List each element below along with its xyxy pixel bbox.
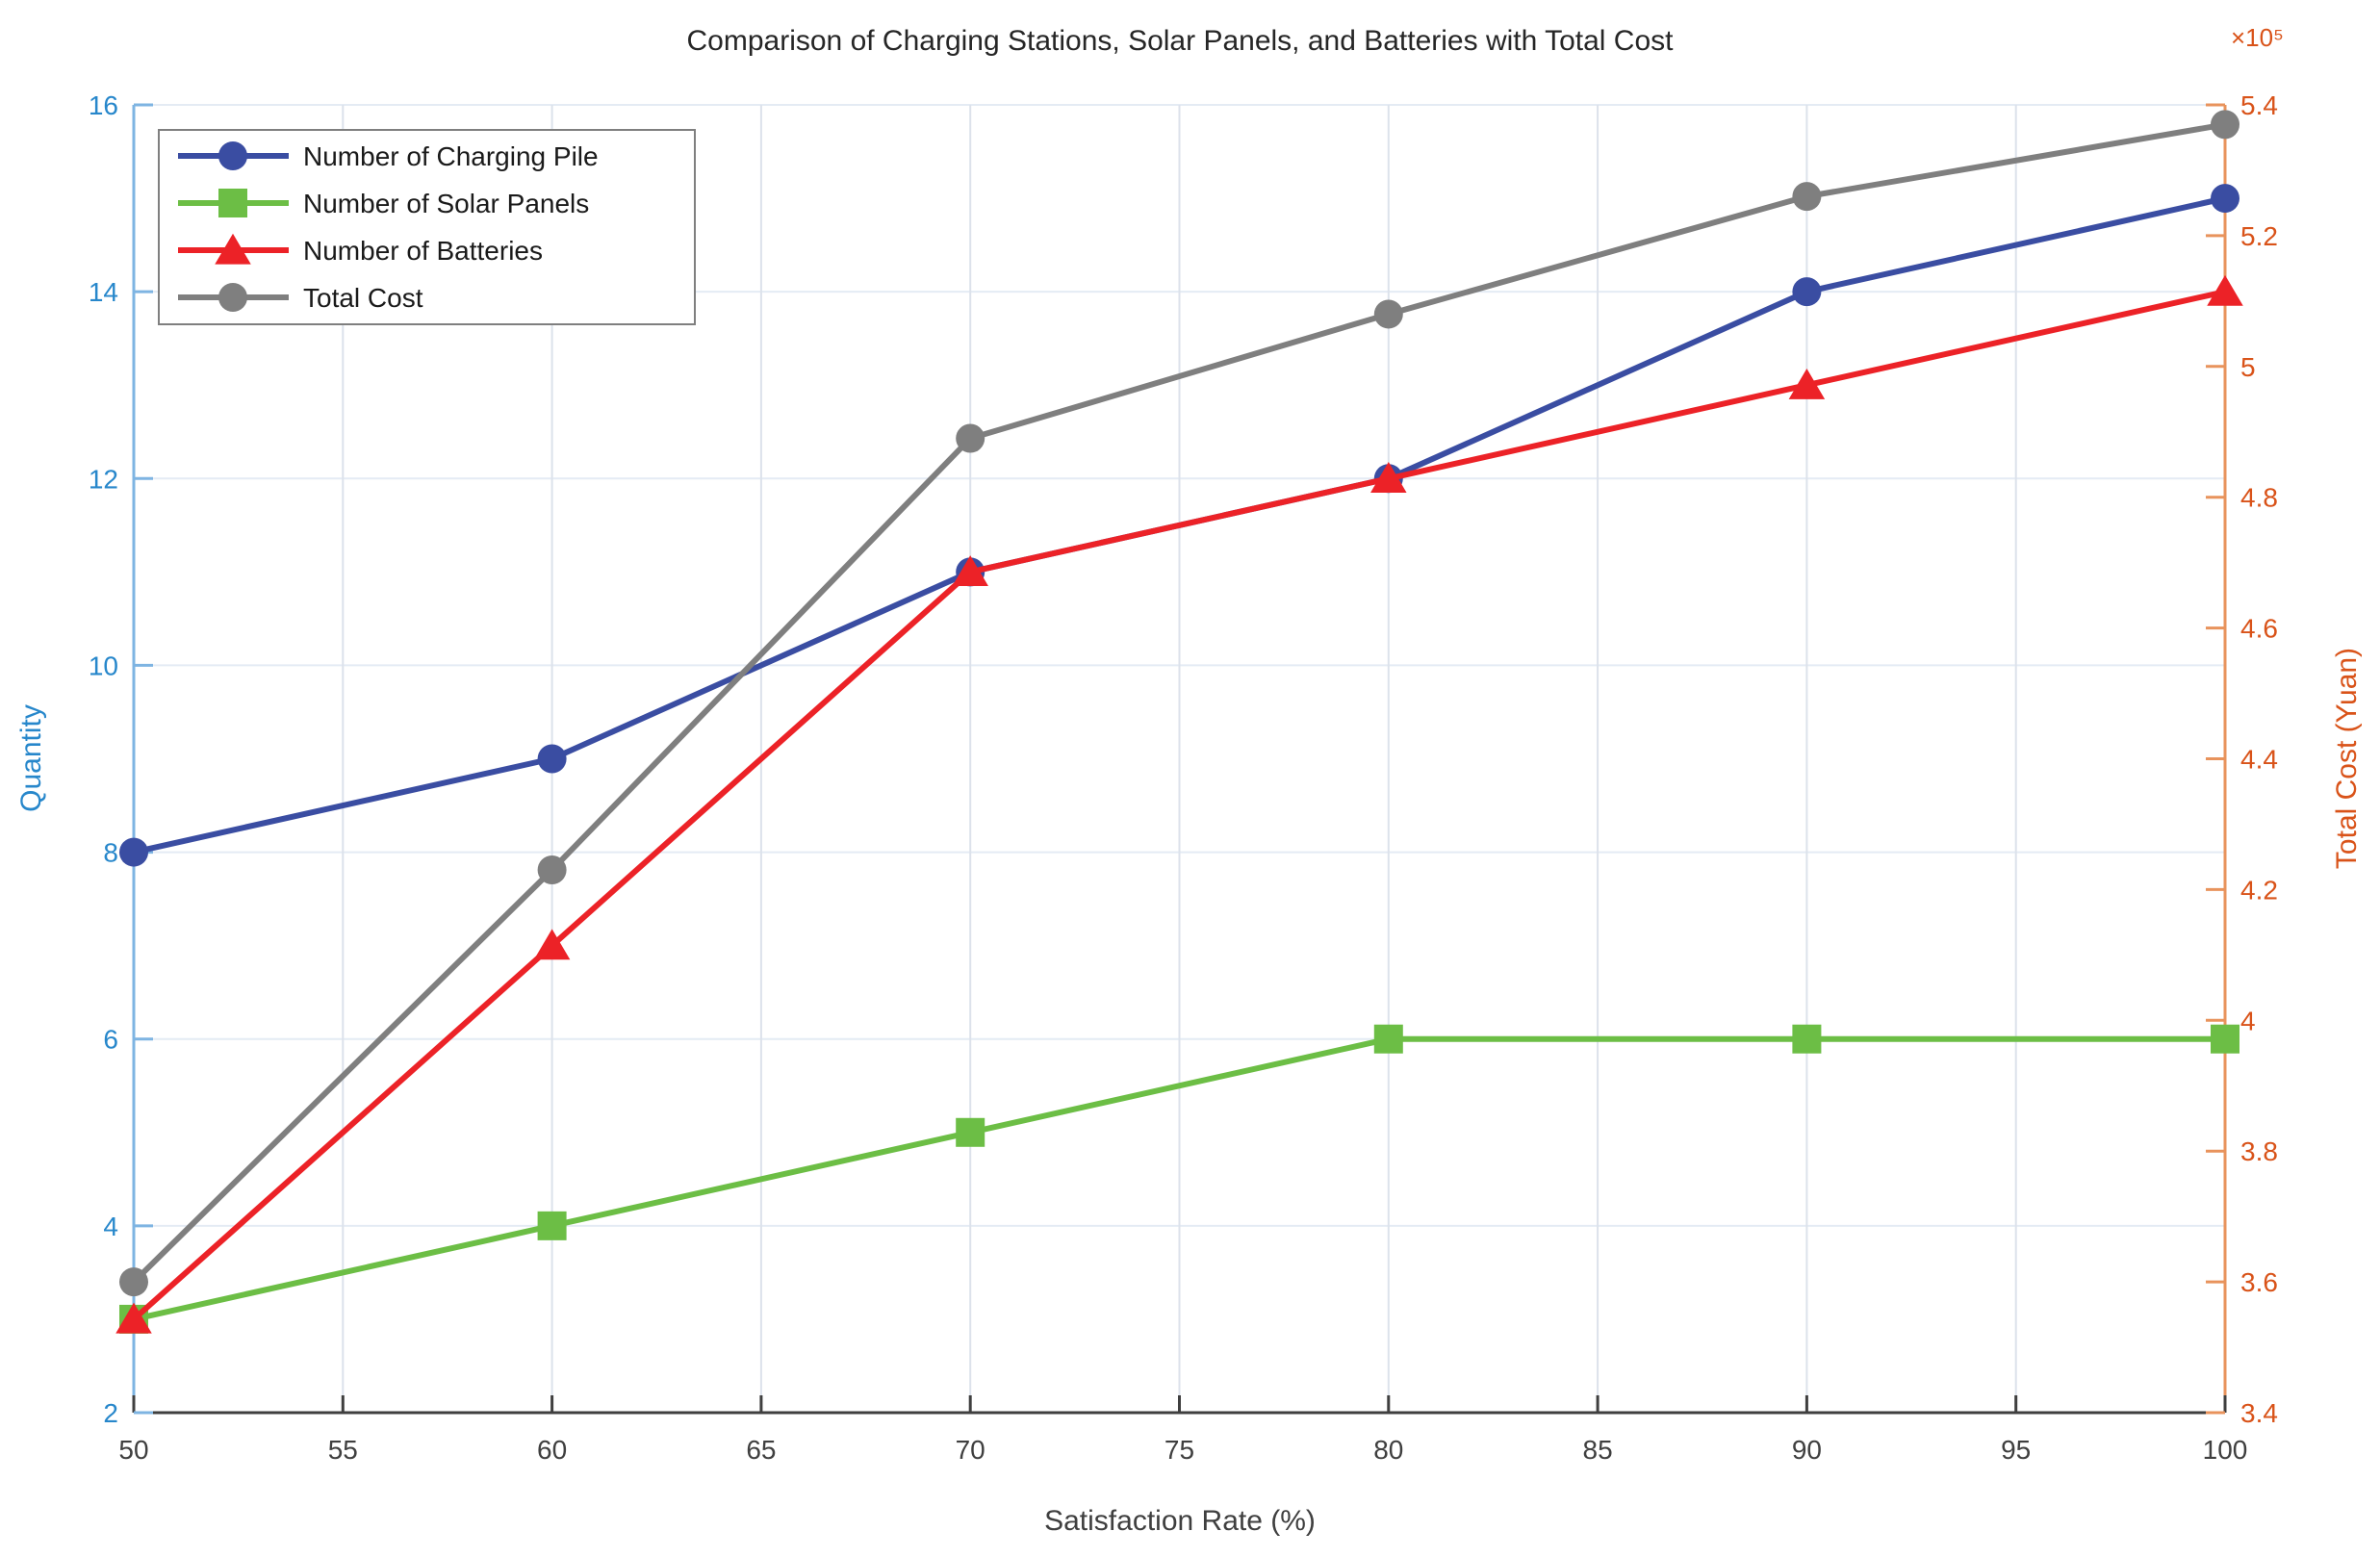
series-line	[131, 1035, 2228, 1322]
legend-item-label: Number of Batteries	[303, 236, 543, 266]
data-point-marker	[2207, 274, 2243, 306]
data-point-marker	[218, 283, 247, 312]
data-point-marker	[1792, 277, 1822, 307]
data-point-marker	[1792, 182, 1822, 212]
data-point-marker	[1370, 462, 1407, 493]
y-right-tick-label: 4.2	[2240, 875, 2278, 905]
legend-item: Total Cost	[178, 283, 423, 313]
legend-box	[158, 129, 696, 325]
series-line	[131, 289, 2228, 1322]
legend-item-label: Number of Charging Pile	[303, 141, 599, 171]
data-point-marker	[1373, 299, 1403, 329]
data-point-marker	[218, 141, 247, 170]
data-point-marker	[115, 1302, 152, 1334]
y-left-axis-label: Quantity	[15, 704, 47, 812]
y-left-tick-label: 6	[103, 1025, 118, 1055]
x-tick-label: 75	[1164, 1435, 1194, 1465]
series-line	[131, 121, 2228, 1286]
data-point-marker	[119, 1267, 148, 1297]
data-point-marker	[952, 555, 988, 587]
series-total-cost	[119, 110, 2239, 1297]
y-right-tick-label: 4.8	[2240, 483, 2278, 513]
y-left-tick-label: 2	[103, 1398, 118, 1428]
y-right-axis-label: Total Cost (Yuan)	[2331, 648, 2363, 869]
y-right-tick-label: 3.8	[2240, 1136, 2278, 1166]
legend-item: Number of Solar Panels	[178, 189, 589, 218]
series-layer	[115, 110, 2243, 1334]
data-point-marker	[1373, 1024, 1403, 1054]
y-left-tick-label: 4	[103, 1212, 118, 1241]
data-point-marker	[1788, 368, 1826, 399]
x-axis-label: Satisfaction Rate (%)	[1044, 1505, 1316, 1537]
y-left-tick-label: 8	[103, 838, 118, 868]
data-point-marker	[2211, 110, 2239, 140]
y-right-tick-label: 5	[2240, 352, 2256, 382]
series-number-of-batteries	[115, 274, 2243, 1334]
data-point-marker	[2211, 184, 2239, 214]
chart-title: Comparison of Charging Stations, Solar P…	[687, 25, 1675, 57]
y-right-tick-label: 4	[2240, 1006, 2256, 1035]
data-point-marker	[218, 189, 247, 217]
y-right-tick-label: 4.4	[2240, 745, 2278, 775]
y-right-tick-label: 3.6	[2240, 1267, 2278, 1297]
x-tick-label: 90	[1792, 1435, 1822, 1465]
y-left-tick-label: 16	[89, 90, 118, 120]
x-tick-label: 85	[1583, 1435, 1613, 1465]
y-right-tick-label: 3.4	[2240, 1398, 2278, 1428]
data-point-marker	[537, 1211, 567, 1240]
x-tick-label: 60	[537, 1435, 567, 1465]
x-tick-label: 95	[2001, 1435, 2031, 1465]
y-right-tick-label: 5.2	[2240, 221, 2278, 251]
data-point-marker	[956, 423, 985, 453]
x-tick-label: 55	[328, 1435, 358, 1465]
y-right-exponent-note: ×10⁵	[2231, 23, 2284, 52]
legend-item: Number of Charging Pile	[178, 141, 599, 171]
data-point-marker	[1792, 1024, 1822, 1054]
data-point-marker	[119, 837, 148, 867]
y-left-tick-label: 14	[89, 277, 118, 307]
axis-layer: 50 55 60 65 70 75 80 85 90 95 100 2 4 6 8 10 12 14 16 3.4 3.…	[89, 90, 2278, 1465]
y-left-tick-label: 10	[89, 651, 118, 680]
x-tick-label: 100	[2203, 1435, 2248, 1465]
legend-item-label: Number of Solar Panels	[303, 189, 589, 218]
y-left-tick-label: 12	[89, 464, 118, 494]
x-tick-label: 50	[118, 1435, 148, 1465]
data-point-marker	[537, 855, 567, 885]
data-point-marker	[215, 233, 251, 265]
legend-item-label: Total Cost	[303, 283, 423, 313]
x-tick-label: 65	[746, 1435, 776, 1465]
x-tick-label: 70	[956, 1435, 985, 1465]
y-right-tick-label: 5.4	[2240, 90, 2278, 120]
data-point-marker	[533, 929, 571, 960]
data-point-marker	[537, 744, 567, 774]
legend-item: Number of Batteries	[178, 233, 543, 266]
x-tick-label: 80	[1373, 1435, 1403, 1465]
legend: Number of Charging Pile Number of Solar P…	[158, 129, 696, 325]
data-point-marker	[2211, 1024, 2239, 1054]
y-right-tick-label: 4.6	[2240, 614, 2278, 644]
data-point-marker	[956, 1117, 985, 1147]
